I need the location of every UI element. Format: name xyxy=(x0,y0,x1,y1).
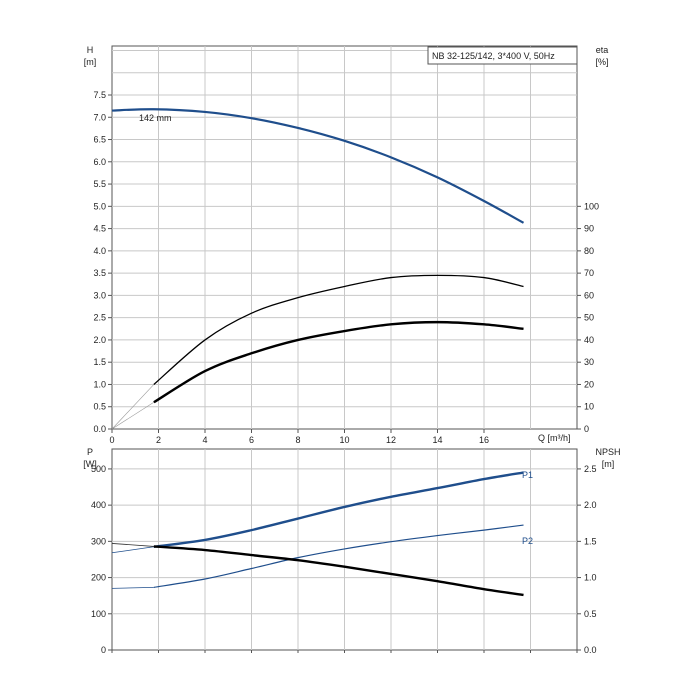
right-tick-label: 0.0 xyxy=(584,645,597,655)
series-line-1-2 xyxy=(153,545,524,597)
series-extension xyxy=(111,543,154,547)
left-tick-label: 5.5 xyxy=(93,179,106,189)
left-tick-label: 2.5 xyxy=(93,313,106,323)
bottom-panel: 0 100 200 300 400 500 0.0 0.5 1.0 1.5 2.0 2.5 P [W… xyxy=(83,447,620,655)
right-tick-label: 90 xyxy=(584,224,594,234)
bottom-left-axis-label: P xyxy=(87,447,93,457)
left-tick-label: 5.0 xyxy=(93,201,106,211)
x-tick-label: 8 xyxy=(295,435,300,445)
top-left-axis-label: H xyxy=(87,45,94,55)
x-tick-label: 4 xyxy=(202,435,207,445)
series-extension xyxy=(111,546,154,554)
right-tick-label: 1.0 xyxy=(584,573,597,583)
left-tick-label: 1.5 xyxy=(93,357,106,367)
right-tick-label: 60 xyxy=(584,290,594,300)
right-tick-label: 20 xyxy=(584,379,594,389)
x-tick-label: 14 xyxy=(432,435,442,445)
left-tick-label: 0.0 xyxy=(93,424,106,434)
bottom-right-axis-unit: [m] xyxy=(602,459,615,469)
top-right-axis-unit: [%] xyxy=(595,57,608,67)
left-tick-label: 400 xyxy=(91,500,106,510)
right-tick-label: 10 xyxy=(584,402,594,412)
left-tick-label: 0 xyxy=(101,645,106,655)
bottom-left-ticks: 0 100 200 300 400 500 xyxy=(91,464,112,655)
right-tick-label: 0.5 xyxy=(584,609,597,619)
left-tick-label: 3.0 xyxy=(93,290,106,300)
series-extension xyxy=(111,586,154,589)
left-tick-label: 200 xyxy=(91,573,106,583)
left-tick-label: 7.5 xyxy=(93,90,106,100)
right-tick-label: 2.5 xyxy=(584,464,597,474)
top-left-axis-unit: [m] xyxy=(84,57,97,67)
x-tick-label: 2 xyxy=(156,435,161,445)
series-extension xyxy=(111,384,155,430)
right-tick-label: 70 xyxy=(584,268,594,278)
title-box xyxy=(427,46,578,65)
curve-label-142mm: 142 mm xyxy=(139,113,172,123)
top-panel: 0.0 0.5 1.0 1.5 2.0 2.5 3.0 3.5 4.0 4.5 5.0 5.5 6.0 6… xyxy=(84,45,609,445)
top-x-ticks: 0 2 4 6 8 10 12 14 16 xyxy=(109,429,489,445)
x-tick-label: 16 xyxy=(479,435,489,445)
x-tick-label: 10 xyxy=(339,435,349,445)
series-line-1-1 xyxy=(153,524,524,588)
series-line-0-2 xyxy=(153,320,524,404)
left-tick-label: 6.0 xyxy=(93,157,106,167)
left-tick-label: 4.5 xyxy=(93,224,106,234)
left-tick-label: 300 xyxy=(91,536,106,546)
top-right-axis-label: eta xyxy=(596,45,609,55)
right-tick-label: 30 xyxy=(584,357,594,367)
x-tick-label: 6 xyxy=(249,435,254,445)
right-tick-label: 1.5 xyxy=(584,536,597,546)
bottom-left-axis-unit: [W] xyxy=(83,459,97,469)
top-grid xyxy=(112,46,577,429)
left-tick-label: 100 xyxy=(91,609,106,619)
x-tick-label: 12 xyxy=(386,435,396,445)
bottom-right-ticks: 0.0 0.5 1.0 1.5 2.0 2.5 xyxy=(577,464,597,655)
series-line-head xyxy=(111,108,525,224)
left-tick-label: 3.5 xyxy=(93,268,106,278)
left-tick-label: 500 xyxy=(91,464,106,474)
right-tick-label: 80 xyxy=(584,246,594,256)
x-axis-label: Q [m³/h] xyxy=(538,433,571,443)
left-tick-label: 7.0 xyxy=(93,112,106,122)
left-tick-label: 1.0 xyxy=(93,379,106,389)
left-tick-label: 6.5 xyxy=(93,135,106,145)
bottom-series xyxy=(111,471,524,597)
chart-title: NB 32-125/142, 3*400 V, 50Hz xyxy=(432,51,555,61)
right-tick-label: 2.0 xyxy=(584,500,597,510)
left-tick-label: 2.0 xyxy=(93,335,106,345)
right-tick-label: 40 xyxy=(584,335,594,345)
x-tick-label: 0 xyxy=(109,435,114,445)
bottom-right-axis-label: NPSH xyxy=(595,447,620,457)
right-tick-label: 50 xyxy=(584,313,594,323)
left-tick-label: 0.5 xyxy=(93,402,106,412)
curve-label-p2: P2 xyxy=(522,536,533,546)
series-extension xyxy=(111,402,155,430)
curve-label-p1: P1 xyxy=(522,470,533,480)
left-tick-label: 4.0 xyxy=(93,246,106,256)
series-line-1-0 xyxy=(153,471,524,548)
right-tick-label: 0 xyxy=(584,424,589,434)
top-left-ticks: 0.0 0.5 1.0 1.5 2.0 2.5 3.0 3.5 4.0 4.5 5.0 5.5 6.0 6… xyxy=(93,90,112,434)
right-tick-label: 100 xyxy=(584,201,599,211)
series-line-0-1 xyxy=(153,274,524,385)
top-series xyxy=(111,108,525,430)
top-right-ticks: 0 10 20 30 40 50 60 70 80 90 100 xyxy=(577,201,599,434)
